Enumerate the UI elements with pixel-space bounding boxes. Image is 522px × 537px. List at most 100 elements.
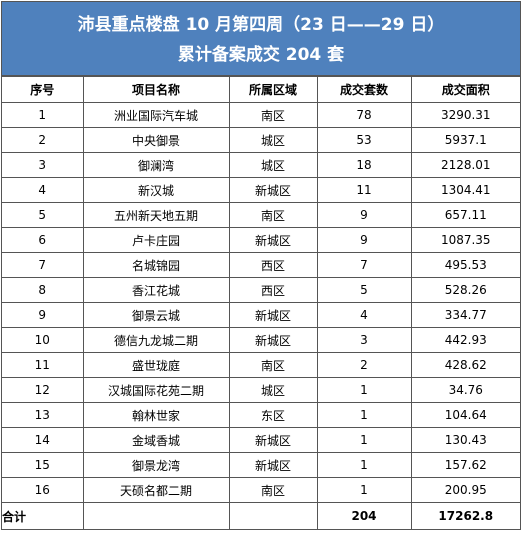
table-row: 14 金域香城 新城区 1 130.43 [2, 427, 520, 453]
cell: 南区 [228, 477, 318, 503]
cell [228, 502, 318, 529]
cell: 13 [2, 402, 84, 428]
table-row: 15 御景龙湾 新城区 1 157.62 [2, 452, 520, 478]
cell: 城区 [228, 377, 318, 403]
cell: 南区 [228, 352, 318, 378]
table-row: 10 德信九龙城二期 新城区 3 442.93 [2, 327, 520, 353]
cell: 16 [2, 477, 84, 503]
title-band: 沛县重点楼盘 10 月第四周（23 日——29 日） 累计备案成交 204 套 [2, 2, 520, 76]
cell: 3290.31 [410, 102, 520, 128]
table-row: 13 翰林世家 东区 1 104.64 [2, 402, 520, 428]
cell: 7 [316, 252, 412, 278]
cell: 157.62 [410, 452, 520, 478]
column-header: 成交面积 [410, 76, 520, 103]
cell: 11 [2, 352, 84, 378]
cell: 盛世珑庭 [82, 352, 230, 378]
total-area: 17262.8 [410, 502, 520, 529]
cell [82, 502, 230, 529]
table-row: 16 天硕名都二期 南区 1 200.95 [2, 477, 520, 503]
cell: 新城区 [228, 302, 318, 328]
total-units: 204 [316, 502, 412, 529]
cell: 金域香城 [82, 427, 230, 453]
cell: 1 [316, 452, 412, 478]
table-row: 8 香江花城 西区 5 528.26 [2, 277, 520, 303]
cell: 1 [316, 402, 412, 428]
cell: 5937.1 [410, 127, 520, 153]
table-row: 3 御澜湾 城区 18 2128.01 [2, 152, 520, 178]
cell: 城区 [228, 127, 318, 153]
cell: 10 [2, 327, 84, 353]
cell: 御景云城 [82, 302, 230, 328]
cell: 新城区 [228, 427, 318, 453]
table-row: 2 中央御景 城区 53 5937.1 [2, 127, 520, 153]
table-body: 1 洲业国际汽车城 南区 78 3290.31 2 中央御景 城区 53 5937.1 3 御澜湾 城区… [2, 102, 520, 529]
table-row: 5 五州新天地五期 南区 9 657.11 [2, 202, 520, 228]
column-header: 序号 [2, 76, 84, 103]
cell: 南区 [228, 202, 318, 228]
cell: 东区 [228, 402, 318, 428]
cell: 1 [316, 377, 412, 403]
table-row: 7 名城锦园 西区 7 495.53 [2, 252, 520, 278]
cell: 528.26 [410, 277, 520, 303]
cell: 德信九龙城二期 [82, 327, 230, 353]
total-label: 合计 [2, 502, 84, 529]
cell: 1087.35 [410, 227, 520, 253]
column-header: 项目名称 [82, 76, 230, 103]
cell: 104.64 [410, 402, 520, 428]
cell: 18 [316, 152, 412, 178]
total-row: 合计 204 17262.8 [2, 502, 520, 529]
cell: 洲业国际汽车城 [82, 102, 230, 128]
cell: 南区 [228, 102, 318, 128]
header-row: 序号 项目名称 所属区域 成交套数 成交面积 [2, 76, 520, 103]
cell: 14 [2, 427, 84, 453]
cell: 200.95 [410, 477, 520, 503]
cell: 卢卡庄园 [82, 227, 230, 253]
cell: 3 [316, 327, 412, 353]
cell: 五州新天地五期 [82, 202, 230, 228]
cell: 442.93 [410, 327, 520, 353]
cell: 78 [316, 102, 412, 128]
cell: 香江花城 [82, 277, 230, 303]
cell: 1 [316, 477, 412, 503]
cell: 新城区 [228, 452, 318, 478]
cell: 428.62 [410, 352, 520, 378]
cell: 御景龙湾 [82, 452, 230, 478]
table: 序号 项目名称 所属区域 成交套数 成交面积 1 洲业国际汽车城 南区 78 3290.31 2 中… [2, 76, 520, 529]
cell: 翰林世家 [82, 402, 230, 428]
cell: 城区 [228, 152, 318, 178]
table-row: 1 洲业国际汽车城 南区 78 3290.31 [2, 102, 520, 128]
column-header: 所属区域 [228, 76, 318, 103]
cell: 334.77 [410, 302, 520, 328]
cell: 4 [2, 177, 84, 203]
cell: 130.43 [410, 427, 520, 453]
cell: 9 [316, 227, 412, 253]
cell: 2 [2, 127, 84, 153]
cell: 11 [316, 177, 412, 203]
cell: 1 [2, 102, 84, 128]
table-row: 4 新汉城 新城区 11 1304.41 [2, 177, 520, 203]
cell: 5 [2, 202, 84, 228]
cell: 657.11 [410, 202, 520, 228]
cell: 新城区 [228, 327, 318, 353]
table-row: 6 卢卡庄园 新城区 9 1087.35 [2, 227, 520, 253]
table-row: 12 汉城国际花苑二期 城区 1 34.76 [2, 377, 520, 403]
cell: 8 [2, 277, 84, 303]
table-row: 9 御景云城 新城区 4 334.77 [2, 302, 520, 328]
cell: 34.76 [410, 377, 520, 403]
cell: 2 [316, 352, 412, 378]
cell: 名城锦园 [82, 252, 230, 278]
cell: 6 [2, 227, 84, 253]
cell: 1 [316, 427, 412, 453]
cell: 9 [316, 202, 412, 228]
column-header: 成交套数 [316, 76, 412, 103]
cell: 西区 [228, 252, 318, 278]
cell: 9 [2, 302, 84, 328]
cell: 西区 [228, 277, 318, 303]
cell: 新汉城 [82, 177, 230, 203]
subtitle: 累计备案成交 204 套 [177, 45, 345, 65]
cell: 15 [2, 452, 84, 478]
cell: 御澜湾 [82, 152, 230, 178]
cell: 7 [2, 252, 84, 278]
